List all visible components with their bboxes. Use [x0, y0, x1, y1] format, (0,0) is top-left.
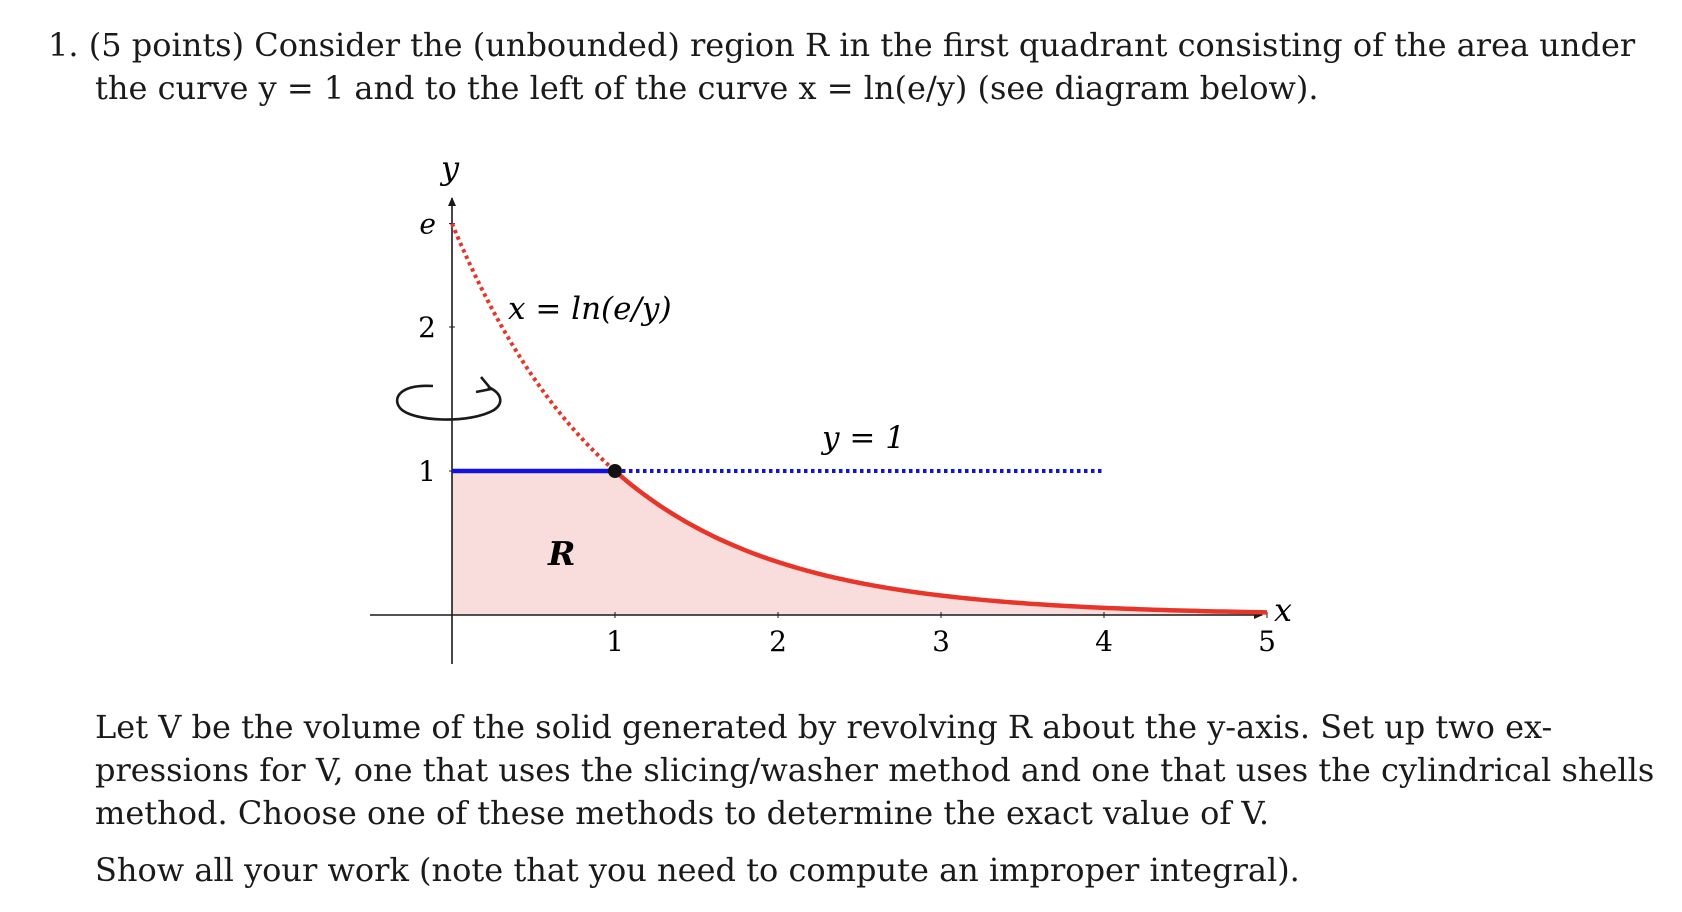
problem-number: 1.: [48, 26, 79, 64]
question-line-2: pressions for V, one that uses the slici…: [95, 751, 1655, 789]
problem-intro-line2: the curve y = 1 and to the left of the c…: [95, 69, 1319, 107]
x-tick-label: 5: [1258, 625, 1276, 658]
question-paragraph-2: Show all your work (note that you need t…: [95, 851, 1300, 889]
x-tick-label: 1: [606, 625, 624, 658]
region-r-shading: [452, 471, 1267, 615]
question-paragraph-1: Let V be the volume of the solid generat…: [95, 706, 1655, 835]
problem-statement: 1. (5 points) Consider the (unbounded) r…: [48, 24, 1658, 110]
x-tick-label: 4: [1095, 625, 1113, 658]
x-tick-labels: 1 2 3 4 5: [606, 625, 1276, 658]
y-tick-label: e: [419, 208, 436, 241]
curve-label: x = ln(e/y): [508, 291, 672, 327]
problem-intro-text1: Consider the (unbounded) region R in the…: [254, 26, 1636, 64]
curve-solid-section: [613, 469, 1268, 615]
rotation-arrow-icon: [395, 376, 502, 421]
question-body: Let V be the volume of the solid generat…: [95, 706, 1655, 892]
x-tick-label: 2: [769, 625, 787, 658]
line-label: y = 1: [820, 420, 905, 456]
y-tick-label: 1: [418, 455, 436, 488]
region-label: R: [547, 534, 575, 573]
question-line-1: Let V be the volume of the solid generat…: [95, 708, 1553, 746]
x-axis-label: x: [1274, 591, 1292, 629]
y-tick-label: 2: [418, 311, 436, 344]
x-tick-marks: [614, 612, 1268, 618]
intersection-point: [608, 464, 622, 478]
y-axis-label: y: [439, 149, 460, 187]
problem-points: (5 points): [88, 26, 245, 64]
y-tick-labels: 1 2 e: [418, 208, 436, 488]
question-line-3: method. Choose one of these methods to d…: [95, 794, 1270, 832]
curve-dotted-section: [450, 222, 617, 473]
x-tick-label: 3: [932, 625, 950, 658]
problem-intro-line1: 1. (5 points) Consider the (unbounded) r…: [48, 24, 1658, 67]
